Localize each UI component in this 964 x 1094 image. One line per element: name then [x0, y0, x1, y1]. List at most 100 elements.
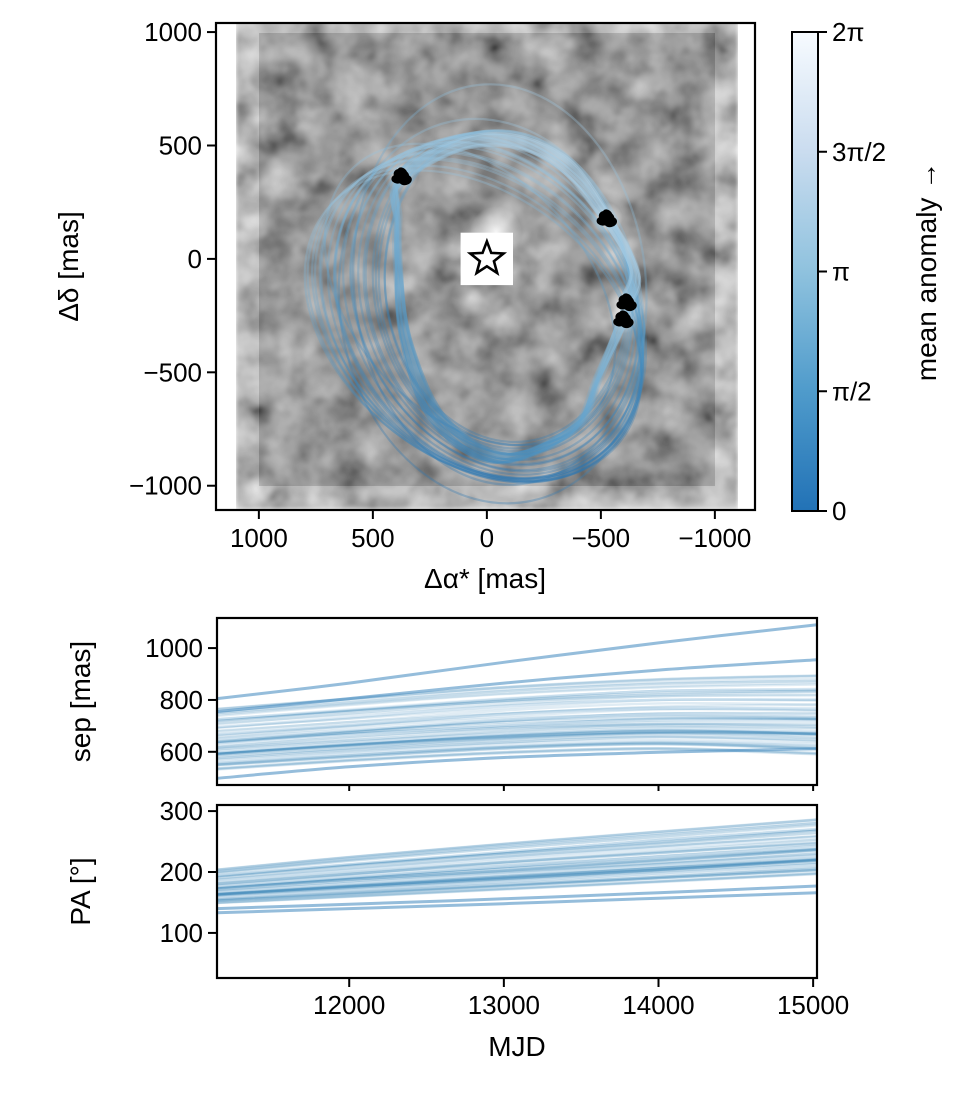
- band-streak: [217, 718, 817, 745]
- star-marker-icon: [466, 237, 508, 277]
- colorbar: 0 π/2 π 3π/2 2π mean anomaly →: [791, 17, 942, 526]
- posterior-draw-curve: [217, 722, 817, 749]
- astrometry-point: [391, 174, 404, 184]
- astrometry-point: [613, 317, 626, 327]
- tick-label: 1000: [144, 17, 202, 47]
- orbit-ring: [391, 143, 633, 456]
- astrometry-point: [622, 293, 633, 303]
- posterior-draw-curve: [217, 731, 817, 756]
- posterior-draw-curve: [217, 728, 817, 755]
- posterior-draw-curve: [217, 829, 817, 878]
- tick-label: 2π: [832, 17, 864, 47]
- posterior-draw-curve: [217, 735, 817, 760]
- tick-label: 15000: [777, 990, 849, 1020]
- posterior-draw-curve: [217, 742, 817, 766]
- posterior-draw-curve: [217, 723, 817, 751]
- outlier-draw-curve: [217, 658, 817, 714]
- posterior-draw-curve: [217, 849, 817, 890]
- posterior-draw-curve: [217, 714, 817, 743]
- tick-label: 13000: [468, 990, 540, 1020]
- tick-label: 1000: [145, 633, 203, 663]
- posterior-draw-curve: [217, 746, 817, 770]
- pa-ylabel: PA [°]: [65, 857, 96, 925]
- tick-label: 12000: [313, 990, 385, 1020]
- posterior-draw-curve: [217, 857, 817, 895]
- posterior-draw-curve: [217, 741, 817, 766]
- posterior-draw-curve: [217, 859, 817, 897]
- orbit-ellipse: [318, 151, 644, 480]
- astrometry-point: [596, 216, 609, 226]
- posterior-draw-curve: [217, 840, 817, 885]
- outlier-draw-curve: [217, 891, 817, 915]
- posterior-draw-curve: [217, 868, 817, 902]
- outlier-draw-curve: [217, 747, 817, 780]
- posterior-draw-curve: [217, 821, 817, 874]
- posterior-draw-curve: [217, 728, 817, 755]
- posterior-draw-curve: [217, 861, 817, 898]
- posterior-draw-curve: [217, 679, 817, 715]
- posterior-draw-curve: [217, 694, 817, 726]
- band-streak: [217, 854, 817, 893]
- psf-glow: [324, 83, 377, 136]
- orbit-panel: 1000 500 0 −500 −1000 1000 500 0 −500 −1000 Δα* […: [53, 17, 757, 594]
- separation-axis-ticks: 600 800 1000: [145, 633, 815, 791]
- psf-glow: [450, 277, 491, 318]
- mjd-xlabel: MJD: [488, 1031, 546, 1062]
- orbit-xlabel: Δα* [mas]: [424, 563, 546, 594]
- posterior-draw-curve: [217, 842, 817, 886]
- posterior-draw-curve: [217, 866, 817, 901]
- posterior-draw-curve: [217, 690, 817, 722]
- posterior-draw-curve: [217, 848, 817, 890]
- orbit-axis-ticks: 1000 500 0 −500 −1000 1000 500 0 −500 −1000: [129, 17, 751, 553]
- posterior-draw-curve: [217, 693, 817, 725]
- psf-glow: [638, 380, 691, 433]
- tick-label: 500: [351, 523, 394, 553]
- posterior-draw-curve: [217, 731, 817, 756]
- posterior-draw-curve: [217, 859, 817, 897]
- posterior-draw-curve: [217, 872, 817, 904]
- psf-glow: [474, 311, 518, 356]
- pa-axes-box: [215, 803, 819, 980]
- posterior-draw-curve: [217, 858, 817, 896]
- posterior-draw-curve: [217, 872, 817, 904]
- posterior-draw-curve: [217, 690, 817, 723]
- separation-panel: 600 800 1000 sep [mas]: [65, 616, 819, 791]
- posterior-draw-curve: [217, 857, 817, 895]
- band-streak: [217, 864, 817, 899]
- band-streak: [217, 739, 817, 763]
- posterior-draw-curve: [217, 681, 817, 716]
- psf-glow: [281, 339, 337, 396]
- astrometry-point: [397, 167, 408, 177]
- posterior-draw-curve: [217, 683, 817, 718]
- posterior-draw-curve: [217, 818, 817, 871]
- posterior-draw-curve: [217, 835, 817, 882]
- posterior-draw-curve: [217, 717, 817, 745]
- orbit-ellipse: [383, 129, 632, 447]
- tick-label: 100: [160, 918, 203, 948]
- tick-label: 3π/2: [832, 137, 886, 167]
- posterior-draw-curve: [217, 869, 817, 903]
- tick-label: −500: [572, 523, 631, 553]
- posterior-draw-curve: [217, 848, 817, 890]
- posterior-draw-curve: [217, 858, 817, 896]
- pa-panel: 100 200 300 12000 13000 14000 15000 PA [°] MJD: [65, 796, 849, 1062]
- posterior-draw-curve: [217, 818, 817, 871]
- tick-label: 800: [160, 685, 203, 715]
- band-streak: [217, 827, 817, 877]
- posterior-draw-curve: [217, 731, 817, 756]
- separation-curves: [217, 623, 817, 780]
- astrometry-point: [619, 310, 630, 320]
- posterior-draw-curve: [217, 742, 817, 766]
- posterior-draw-curve: [217, 838, 817, 883]
- separation-ylabel: sep [mas]: [65, 641, 96, 762]
- posterior-draw-curve: [217, 850, 817, 891]
- posterior-draw-curve: [217, 733, 817, 758]
- posterior-draw-curve: [217, 732, 817, 756]
- tick-label: 14000: [622, 990, 694, 1020]
- band-streak: [217, 836, 817, 882]
- posterior-draw-curve: [217, 838, 817, 884]
- band-streak: [217, 697, 817, 728]
- posterior-draw-curve: [217, 829, 817, 878]
- posterior-draw-curve: [217, 842, 817, 886]
